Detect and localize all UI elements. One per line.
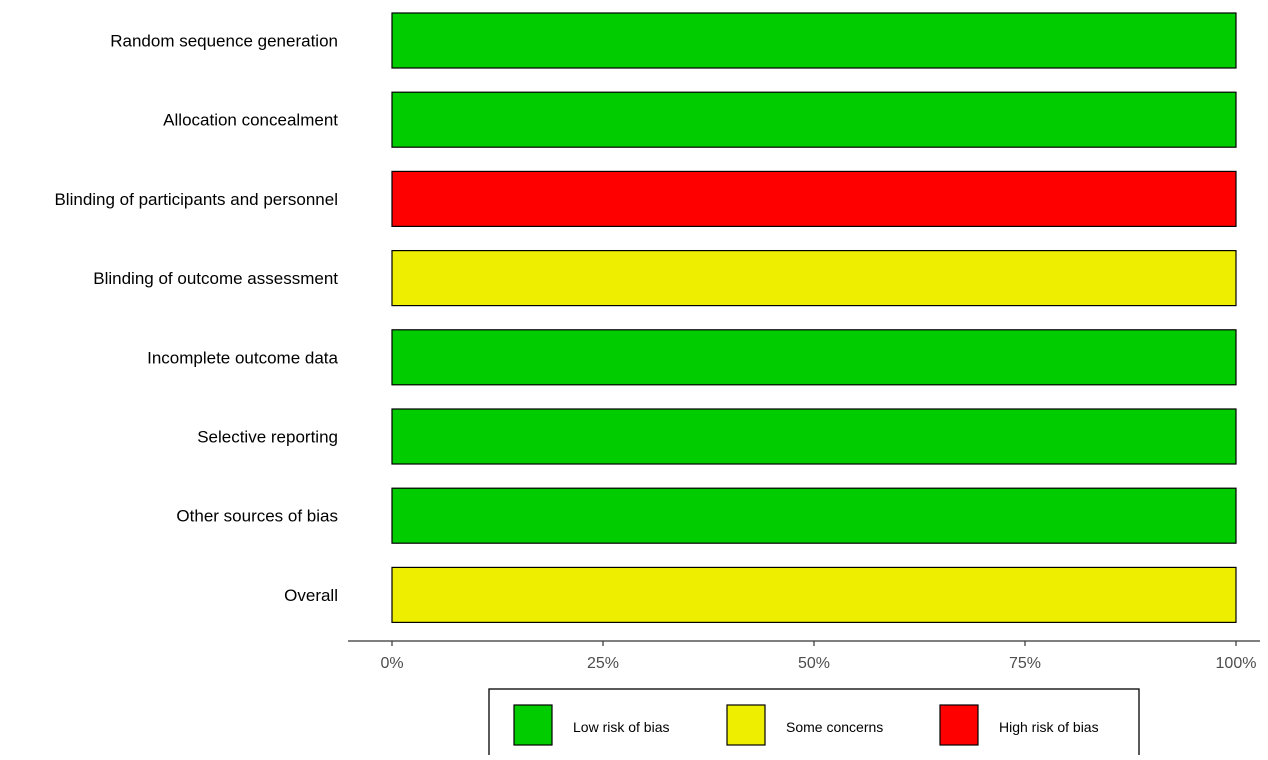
bar-segment [391, 170, 1237, 227]
x-tick-label: 50% [798, 655, 830, 672]
legend-label: Low risk of bias [573, 719, 669, 735]
bar-segment [391, 250, 1237, 307]
category-label: Allocation concealment [163, 111, 338, 130]
category-label: Random sequence generation [110, 32, 338, 51]
x-tick-label: 100% [1216, 655, 1257, 672]
x-tick-label: 25% [587, 655, 619, 672]
category-label: Blinding of outcome assessment [93, 269, 338, 288]
legend-box [488, 688, 1140, 760]
category-label: Blinding of participants and personnel [54, 190, 338, 209]
legend-label: High risk of bias [999, 719, 1099, 735]
category-label: Incomplete outcome data [147, 348, 338, 367]
category-label: Selective reporting [197, 428, 338, 447]
legend: Low risk of bias Some concerns High risk o… [488, 688, 1140, 760]
bar-segment [391, 12, 1237, 69]
bars-layer [391, 12, 1237, 624]
x-tick-label: 0% [380, 655, 403, 672]
bar-segment [391, 408, 1237, 465]
legend-label: Some concerns [786, 719, 883, 735]
bar-segment [391, 487, 1237, 544]
legend-key [513, 704, 553, 746]
bar-segment [391, 566, 1237, 624]
legend-key [939, 704, 979, 746]
legend-key [726, 704, 766, 746]
bar-segment [391, 329, 1237, 386]
category-labels: Random sequence generation Allocation con… [54, 32, 338, 605]
x-tick-label: 75% [1009, 655, 1041, 672]
category-label: Overall [284, 586, 338, 605]
bar-segment [391, 91, 1237, 148]
category-label: Other sources of bias [176, 507, 338, 526]
x-axis: 0% 25% 50% 75% 100% [348, 640, 1260, 672]
